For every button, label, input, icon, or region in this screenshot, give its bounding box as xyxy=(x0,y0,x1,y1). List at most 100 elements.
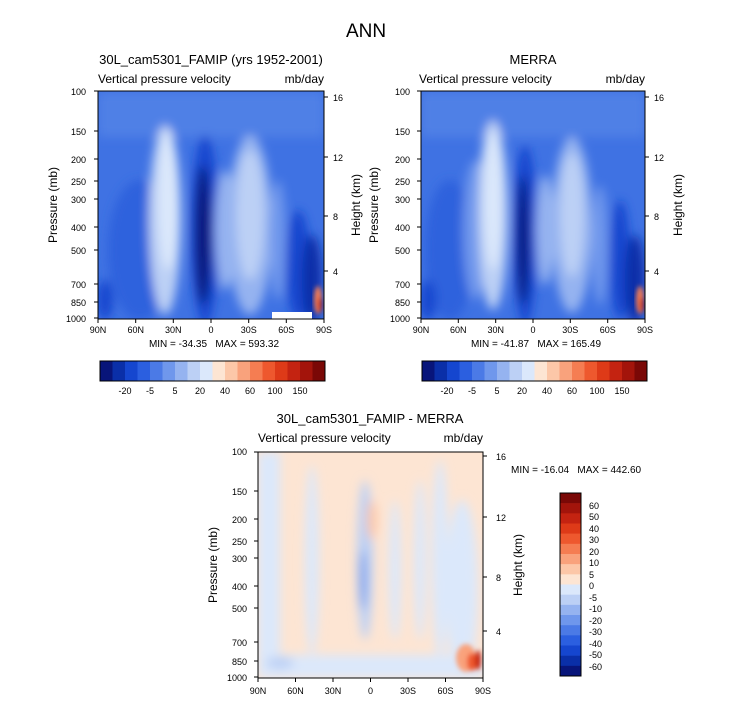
colorbar-swatch xyxy=(509,361,523,381)
x-tick-label: 60S xyxy=(600,325,616,335)
colorbar-label: -5 xyxy=(468,386,476,396)
colorbar-swatch xyxy=(262,361,276,381)
colorbar-swatch xyxy=(237,361,251,381)
y-tick-label: 150 xyxy=(232,487,247,497)
colorbar-label: 5 xyxy=(172,386,177,396)
colorbar-swatch xyxy=(547,361,560,381)
colorbar-swatch xyxy=(472,361,485,381)
min-max-label: MIN = -34.35 MAX = 593.32 xyxy=(149,339,280,350)
variable-label: Vertical pressure velocity xyxy=(419,72,552,86)
colorbar-label: 150 xyxy=(292,386,307,396)
height-tick-label: 4 xyxy=(333,267,338,277)
x-tick-label: 30N xyxy=(325,686,342,696)
panel-title: 30L_cam5301_FAMIP - MERRA xyxy=(277,411,464,426)
colorbar-swatch xyxy=(300,361,313,381)
y-tick-label: 200 xyxy=(395,155,410,165)
colorbar-label: -20 xyxy=(118,386,131,396)
panel-model: 30L_cam5301_FAMIP (yrs 1952-2001) Vertic… xyxy=(46,52,363,396)
colorbar-swatch xyxy=(162,361,176,381)
x-tick-label: 0 xyxy=(530,325,535,335)
panel-merra: MERRA Vertical pressure velocity mb/day xyxy=(367,52,685,396)
y-tick-label: 850 xyxy=(395,298,410,308)
colorbar-swatch xyxy=(560,645,581,656)
colorbar-swatch xyxy=(250,361,263,381)
colorbar-label: 60 xyxy=(567,386,577,396)
colorbar-swatch xyxy=(225,361,238,381)
units-label: mb/day xyxy=(285,72,324,86)
colorbar-label: 5 xyxy=(589,570,594,580)
colorbar-label: 40 xyxy=(589,524,599,534)
colorbar-swatch xyxy=(560,604,581,616)
height-tick-label: 16 xyxy=(496,452,506,462)
colorbar-label: 40 xyxy=(542,386,552,396)
x-tick-label: 30S xyxy=(241,325,257,335)
x-tick-label: 60N xyxy=(127,325,144,335)
colorbar-label: -20 xyxy=(589,616,602,626)
x-tick-label: 90S xyxy=(637,325,653,335)
y-axis-right: 16 12 8 4 Height (km) xyxy=(324,93,363,277)
colorbar-label: 20 xyxy=(517,386,527,396)
y-tick-label: 850 xyxy=(232,657,247,667)
x-tick-label: 90S xyxy=(475,686,491,696)
x-axis: 90N 60N 30N 0 30S 60S 90S xyxy=(250,678,491,696)
colorbar-label: -10 xyxy=(589,604,602,614)
colorbar-swatch xyxy=(560,523,581,534)
contour-field xyxy=(258,452,483,678)
x-tick-label: 30S xyxy=(400,686,416,696)
y-tick-label: 100 xyxy=(232,447,247,457)
colorbar-label: 40 xyxy=(220,386,230,396)
height-tick-label: 4 xyxy=(496,627,501,637)
y-tick-label: 150 xyxy=(71,127,86,137)
y-axis-title: Pressure (mb) xyxy=(367,167,381,243)
height-tick-label: 8 xyxy=(333,212,338,222)
height-tick-label: 4 xyxy=(654,267,659,277)
y-axis-right: 16 12 8 4 Height (km) xyxy=(483,452,525,637)
x-tick-label: 30S xyxy=(562,325,578,335)
height-axis-title: Height (km) xyxy=(511,534,525,596)
colorbar-swatch xyxy=(560,533,581,545)
x-axis: 90N 60N 30N 0 30S 60S 90S xyxy=(90,319,332,335)
colorbar-label: 20 xyxy=(589,547,599,557)
colorbar-swatch xyxy=(634,361,648,381)
x-axis: 90N 60N 30N 0 30S 60S 90S xyxy=(413,319,653,335)
x-tick-label: 60N xyxy=(450,325,467,335)
contour-field xyxy=(421,91,645,319)
colorbar-swatch xyxy=(560,543,581,555)
y-axis-left: 100 150 200 250 300 400 500 700 850 1000… xyxy=(367,87,421,324)
y-tick-label: 500 xyxy=(232,604,247,614)
colorbar-swatch xyxy=(187,361,201,381)
colorbar-label: -5 xyxy=(146,386,154,396)
colorbar-swatch xyxy=(434,361,448,381)
x-tick-label: 60N xyxy=(287,686,304,696)
colorbar-swatch xyxy=(497,361,510,381)
colorbar-label: -30 xyxy=(589,627,602,637)
height-tick-label: 12 xyxy=(496,513,506,523)
colorbar-swatch xyxy=(560,615,581,626)
y-tick-label: 100 xyxy=(71,87,86,97)
colorbar-label: -60 xyxy=(589,662,602,672)
colorbar-label: 50 xyxy=(589,512,599,522)
colorbar-swatch xyxy=(560,594,581,606)
units-label: mb/day xyxy=(606,72,645,86)
colorbar-swatch xyxy=(125,361,138,381)
colorbar: -20 -5 5 20 40 60 100 150 xyxy=(99,360,326,396)
colorbar-swatch xyxy=(572,361,585,381)
colorbar-swatch xyxy=(112,361,126,381)
y-tick-label: 400 xyxy=(395,223,410,233)
colorbar-swatch xyxy=(560,635,581,646)
panel-title: MERRA xyxy=(510,52,557,67)
colorbar-swatch xyxy=(534,361,548,381)
colorbar-label: 150 xyxy=(614,386,629,396)
colorbar-swatch xyxy=(584,361,598,381)
colorbar-label: -50 xyxy=(589,650,602,660)
colorbar-label: -5 xyxy=(589,593,597,603)
colorbar-swatch xyxy=(137,361,151,381)
y-axis-right: 16 12 8 4 Height (km) xyxy=(645,93,685,277)
y-tick-label: 250 xyxy=(71,177,86,187)
min-max-label: MIN = -41.87 MAX = 165.49 xyxy=(471,339,602,350)
colorbar: -20 -5 5 20 40 60 100 150 xyxy=(421,360,648,396)
colorbar-swatch xyxy=(100,361,113,381)
x-tick-label: 0 xyxy=(208,325,213,335)
y-tick-label: 100 xyxy=(395,87,410,97)
colorbar-swatch xyxy=(484,361,498,381)
